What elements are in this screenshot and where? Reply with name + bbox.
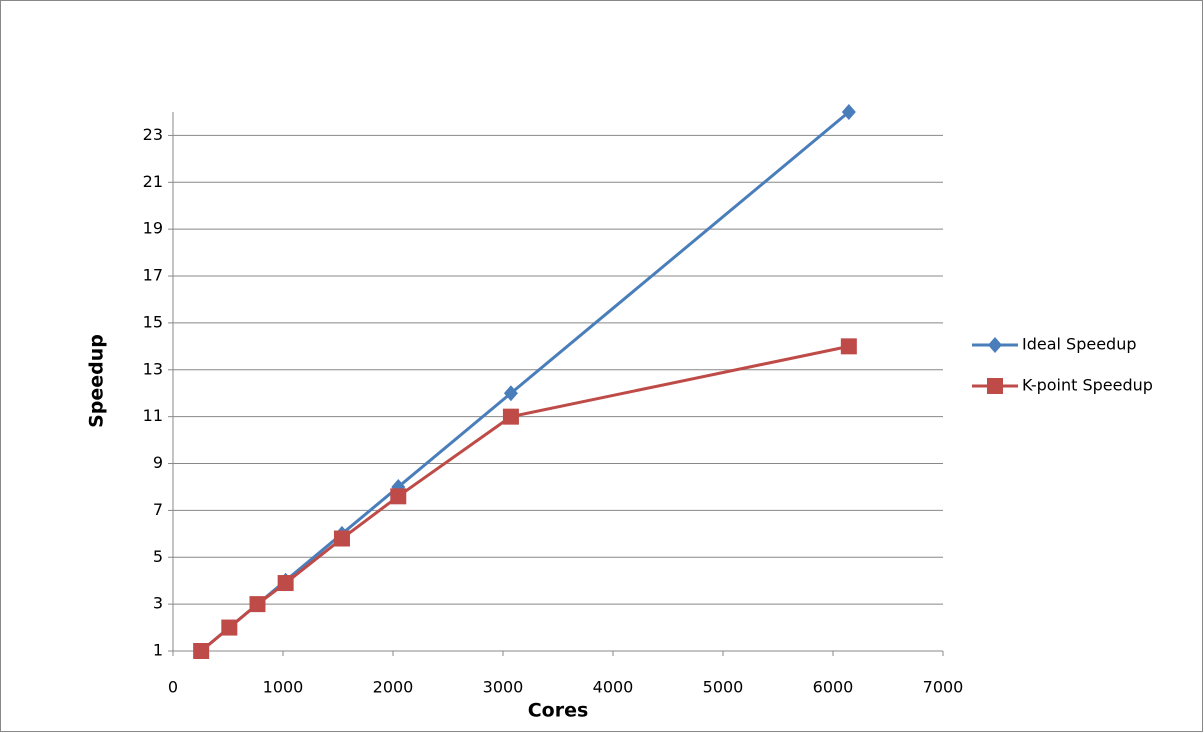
y-tick-label: 23 <box>143 125 163 144</box>
y-tick-label: 5 <box>153 547 163 566</box>
x-tick-label: 0 <box>168 678 178 697</box>
legend-marker <box>987 378 1003 394</box>
y-tick-label: 21 <box>143 172 163 191</box>
y-tick-label: 7 <box>153 500 163 519</box>
data-point <box>221 619 238 636</box>
x-axis-label: Cores <box>528 700 589 722</box>
legend-marker <box>988 337 1002 353</box>
data-point <box>390 488 407 505</box>
data-point <box>841 104 856 120</box>
data-point <box>249 596 266 613</box>
data-point <box>193 643 210 659</box>
x-tick-label: 4000 <box>593 678 634 697</box>
y-tick-label: 15 <box>143 312 163 331</box>
data-point <box>502 408 519 425</box>
x-tick-label: 6000 <box>813 678 854 697</box>
y-axis-label: Speedup <box>86 334 108 428</box>
legend-label: Ideal Speedup <box>1022 335 1137 354</box>
data-point <box>333 530 350 547</box>
x-tick-label: 7000 <box>923 678 964 697</box>
y-tick-label: 13 <box>143 359 163 378</box>
legend-label: K-point Speedup <box>1022 376 1153 395</box>
data-point <box>277 575 294 592</box>
data-point <box>503 385 518 402</box>
y-tick-label: 3 <box>153 594 163 613</box>
x-tick-label: 5000 <box>703 678 744 697</box>
x-tick-label: 2000 <box>373 678 414 697</box>
y-tick-label: 17 <box>143 266 163 285</box>
data-point <box>840 338 857 355</box>
y-tick-label: 19 <box>143 219 163 238</box>
x-tick-label: 3000 <box>483 678 524 697</box>
x-tick-label: 1000 <box>263 678 304 697</box>
y-tick-label: 11 <box>143 406 163 425</box>
y-tick-label: 9 <box>153 453 163 472</box>
y-tick-label: 1 <box>153 641 163 660</box>
